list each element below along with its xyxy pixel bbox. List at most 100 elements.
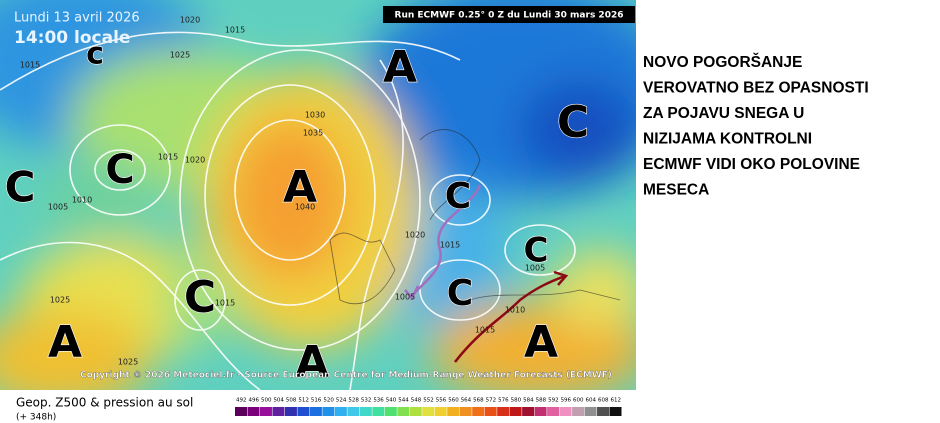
caption-lead: (+ 348h) [16,413,56,423]
caption-title: Geop. Z500 & pression au sol [16,396,193,410]
scale-swatch [547,407,560,416]
scale-swatch [534,407,547,416]
scale-label: 552 [423,398,434,404]
scale-swatch [572,407,585,416]
scale-swatch [384,407,397,416]
scale-label: 588 [536,398,547,404]
scale-label: 516 [311,398,322,404]
scale-swatch [272,407,285,416]
pressure-system: C [105,147,134,193]
scale-swatch [309,407,322,416]
pressure-system: C [557,97,589,148]
scale-swatch [459,407,472,416]
scale-label: 520 [323,398,334,404]
arrow [454,274,566,363]
isobar-label: 1005 [395,293,415,302]
scale-swatch [597,407,610,416]
run-bar [383,6,635,23]
scale-label: 568 [473,398,484,404]
note: NOVO POGORŠANJE VEROVATNO BEZ OPASNOSTI ZA… [643,53,869,199]
scale-label: 560 [448,398,459,404]
scale-swatch [559,407,572,416]
pressure-system: C [5,163,36,212]
isobar-label: 1030 [305,111,325,120]
scale-label: 576 [498,398,509,404]
scale-swatch [297,407,310,416]
scale-label: 596 [561,398,572,404]
scale-label: 500 [261,398,272,404]
note-line: ZA POJAVU SNEGA U [643,105,804,122]
scale-label: 496 [248,398,259,404]
pressure-system: A [524,317,558,368]
arrow-head [404,285,420,301]
arrow [410,184,482,297]
scale-swatch [509,407,522,416]
scale-label: 508 [286,398,297,404]
pressure-system: C [184,272,216,323]
scale-swatch [484,407,497,416]
isobar-label: 1015 [475,326,495,335]
isobar-label: 1005 [525,264,545,273]
scale-swatch [409,407,422,416]
isobar-label: 1010 [505,306,525,315]
isobar-label: 1015 [158,153,178,162]
scale-label: 492 [236,398,247,404]
scale-label: 540 [386,398,397,404]
scale-label: 564 [461,398,472,404]
scale-swatch [397,407,410,416]
pressure-system: A [283,162,317,213]
scale-label: 548 [411,398,422,404]
isobar-label: 1015 [215,299,235,308]
note-line: VEROVATNO BEZ OPASNOSTI [643,80,869,97]
arrow-head [553,270,569,286]
scale-label: 600 [573,398,584,404]
scale-swatch [284,407,297,416]
scale-label: 584 [523,398,534,404]
scale-swatch [235,407,247,416]
scale-label: 544 [398,398,409,404]
scale-swatch [259,407,272,416]
map: 1015 1020 1025 1015 1030 1035 1040 1020 1015 1010… [0,0,636,390]
isobar-label: 1020 [405,231,425,240]
scale-label: 612 [611,398,622,404]
isobar-label: 1035 [303,129,323,138]
scale-swatch [422,407,435,416]
scale-swatch [372,407,385,416]
scale-label: 504 [273,398,284,404]
isobar-label: 1015 [225,26,245,35]
isobar-label: 1020 [180,16,200,25]
pressure-system: c [86,37,104,72]
isobar-label: 1025 [170,51,190,60]
scale-swatch [472,407,485,416]
scale-swatch [609,407,622,416]
pressure-system: C [524,231,549,271]
isobar-label: 1015 [440,241,460,250]
scale-label: 532 [361,398,372,404]
isobar-label: 1025 [118,358,138,367]
scale-swatch [522,407,535,416]
note-line: ECMWF VIDI OKO POLOVINE [643,156,860,173]
scale-label: 556 [436,398,447,404]
isobar-label: 1010 [72,196,92,205]
scale-label: 608 [598,398,609,404]
scale-label: 524 [336,398,347,404]
scale-swatch [434,407,447,416]
scale-swatch [247,407,260,416]
scale-swatch [347,407,360,416]
isobar-label: 1040 [295,203,315,212]
scale-label: 512 [298,398,309,404]
isobar-label: 1020 [185,156,205,165]
note-line: MESECA [643,182,709,199]
run-info: Run ECMWF 0.25° 0 Z du Lundi 30 mars 202… [395,11,624,21]
scale-label: 604 [586,398,597,404]
color-scale: 492 496 500 504 508 512 516 520 524 528 532 536 540 5… [235,398,622,416]
scale-swatch [334,407,347,416]
scale-label: 592 [548,398,559,404]
forecast-date: Lundi 13 avril 2026 [14,11,140,26]
scale-swatch [322,407,335,416]
pressure-system: A [48,317,82,368]
forecast-time: 14:00 locale [14,28,130,48]
isobar-label: 1005 [48,203,68,212]
pressure-system: A [383,42,417,93]
